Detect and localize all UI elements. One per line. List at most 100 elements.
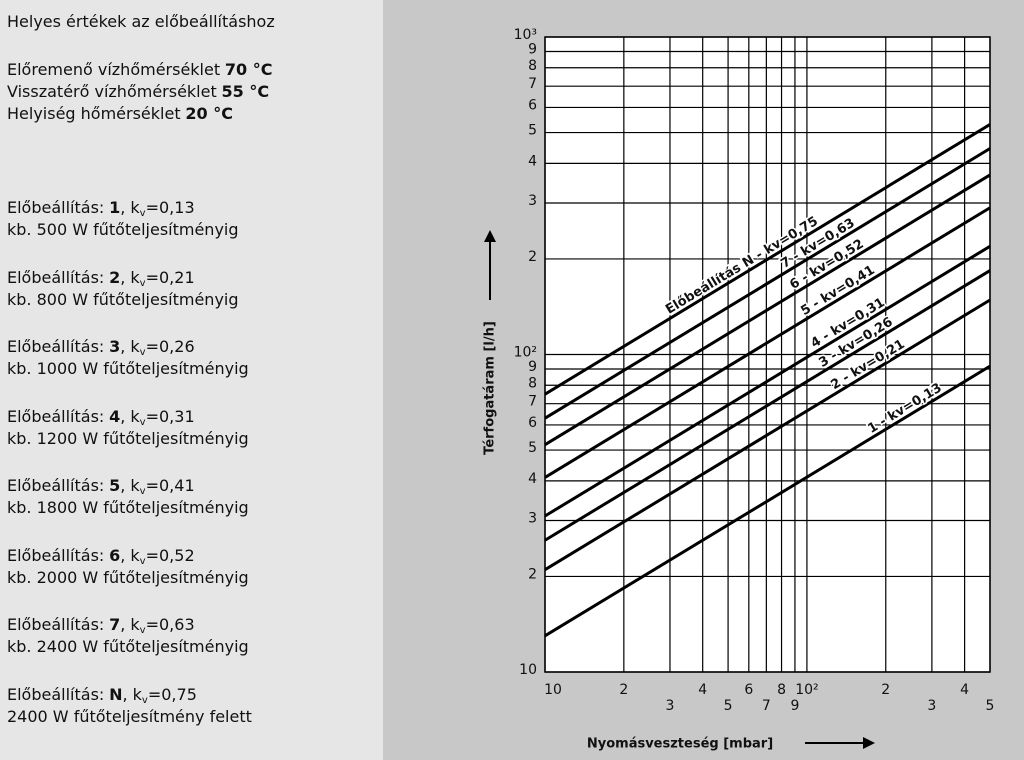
- x-tick-label: 5: [986, 698, 995, 714]
- x-tick-label: 9: [790, 698, 799, 714]
- kv-symbol: , k: [120, 198, 140, 217]
- setting-number: 3: [109, 337, 121, 356]
- info-panel: Helyes értékek az előbeállításhoz Előreme…: [0, 0, 383, 760]
- series-line: [544, 298, 991, 571]
- kv-subscript: v: [139, 555, 146, 567]
- setting-label: Előbeállítás:: [7, 337, 105, 356]
- setting-number: N: [109, 684, 123, 704]
- y-tick-label: 4: [528, 153, 537, 169]
- y-tick-label: 6: [528, 415, 537, 431]
- setting: Előbeállítás: 7, kv=0,63: [7, 615, 195, 636]
- condition: Visszatérő vízhőmérséklet 55 °C: [7, 82, 269, 101]
- y-tick-label: 8: [528, 58, 537, 74]
- x-tick-label: 5: [724, 698, 733, 714]
- kv-value: =0,31: [145, 406, 195, 426]
- x-tick-label: 8: [777, 682, 786, 698]
- setting-label: Előbeállítás:: [7, 198, 105, 217]
- series-line: [544, 245, 991, 518]
- x-tick-label: 10: [544, 682, 562, 698]
- condition-label: Helyiség hőmérséklet: [7, 104, 181, 123]
- kv-subscript: v: [141, 694, 148, 706]
- plot-frame: [544, 36, 991, 673]
- setting-note: 2400 W fűtőteljesítmény felett: [7, 706, 252, 726]
- kv-value: =0,63: [145, 615, 195, 634]
- y-tick-label: 2: [528, 249, 537, 265]
- y-tick-label: 10²: [514, 345, 537, 361]
- kv-symbol: , k: [120, 545, 140, 565]
- kv-subscript: v: [139, 208, 146, 219]
- y-tick-label: 8: [528, 375, 537, 391]
- setting-note: kb. 2000 W fűtőteljesítményig: [7, 567, 249, 587]
- kv-symbol: , k: [120, 267, 140, 287]
- setting: Előbeállítás: 3, kv=0,26: [7, 337, 195, 358]
- panel-title: Helyes értékek az előbeállításhoz: [7, 12, 275, 31]
- setting: Előbeállítás: 5, kv=0,41: [7, 476, 195, 497]
- kv-symbol: , k: [120, 615, 140, 634]
- setting-label: Előbeállítás:: [7, 406, 105, 426]
- kv-subscript: v: [139, 347, 146, 358]
- setting-label: Előbeállítás:: [7, 684, 105, 704]
- series-line: [544, 147, 991, 420]
- kv-symbol: , k: [120, 337, 140, 356]
- x-tick-label: 3: [666, 698, 675, 714]
- setting: Előbeállítás: 6, kv=0,52: [7, 546, 195, 567]
- setting-note: kb. 1200 W fűtőteljesítményig: [7, 428, 249, 448]
- setting-label: Előbeállítás:: [7, 267, 105, 287]
- x-tick-label: 10²: [795, 682, 818, 698]
- y-tick-label: 7: [528, 76, 537, 92]
- setting-note: kb. 500 W fűtőteljesítményig: [7, 220, 239, 239]
- x-tick-label: 6: [744, 682, 753, 698]
- setting: Előbeállítás: N, kv=0,75: [7, 685, 197, 706]
- series-line: [544, 269, 991, 542]
- series-line: [544, 173, 991, 446]
- setting-note: kb. 800 W fűtőteljesítményig: [7, 289, 239, 309]
- y-tick-label: 5: [528, 123, 537, 139]
- setting-label: Előbeállítás:: [7, 476, 105, 495]
- setting: Előbeállítás: 1, kv=0,13: [7, 198, 195, 219]
- kv-subscript: v: [139, 486, 146, 497]
- series-line: [544, 206, 991, 479]
- condition-label: Visszatérő vízhőmérséklet: [7, 82, 217, 101]
- kv-value: =0,13: [145, 198, 195, 217]
- setting-note: kb. 1000 W fűtőteljesítményig: [7, 359, 249, 378]
- y-tick-label: 5: [528, 440, 537, 456]
- series-line: [544, 123, 991, 396]
- y-tick-label: 9: [528, 359, 537, 375]
- y-tick-label: 9: [528, 42, 537, 58]
- x-tick-label: 3: [927, 698, 936, 714]
- x-tick-label: 4: [960, 682, 969, 698]
- y-tick-label: 10: [519, 662, 537, 678]
- setting: Előbeállítás: 2, kv=0,21: [7, 268, 195, 289]
- x-tick-label: 2: [881, 682, 890, 698]
- setting-number: 2: [109, 267, 121, 287]
- y-axis-arrowhead: [484, 230, 496, 242]
- condition-value: 55 °C: [221, 82, 270, 101]
- series-line: [544, 364, 991, 638]
- x-tick-label: 7: [762, 698, 771, 714]
- y-tick-label: 4: [528, 471, 537, 487]
- kv-value: =0,41: [145, 476, 195, 495]
- setting-number: 1: [109, 198, 121, 217]
- kv-value: =0,26: [145, 337, 195, 356]
- setting-number: 5: [109, 476, 121, 495]
- kv-subscript: v: [139, 625, 146, 636]
- y-tick-label: 2: [528, 566, 537, 582]
- y-tick-label: 3: [528, 193, 537, 209]
- kv-subscript: v: [139, 416, 146, 428]
- kv-value: =0,75: [147, 684, 197, 704]
- kv-subscript: v: [139, 277, 146, 289]
- setting-label: Előbeállítás:: [7, 545, 105, 565]
- y-tick-label: 7: [528, 394, 537, 410]
- condition: Előremenő vízhőmérséklet 70 °C: [7, 60, 273, 79]
- setting: Előbeállítás: 4, kv=0,31: [7, 407, 195, 428]
- setting-number: 6: [109, 545, 121, 565]
- y-tick-label: 3: [528, 511, 537, 527]
- condition-value: 70 °C: [224, 60, 273, 79]
- x-axis-arrowhead: [863, 737, 875, 749]
- y-tick-label: 10³: [514, 27, 537, 43]
- kv-symbol: , k: [120, 476, 140, 495]
- setting-note: kb. 2400 W fűtőteljesítményig: [7, 637, 249, 656]
- setting-number: 4: [109, 406, 121, 426]
